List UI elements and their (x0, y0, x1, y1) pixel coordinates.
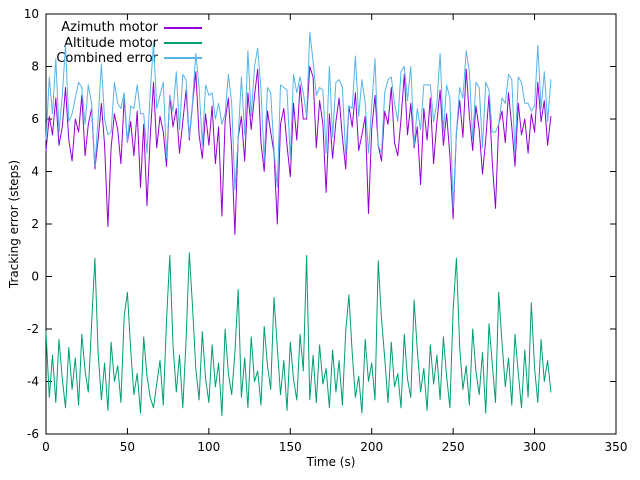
x-tick-label: 0 (42, 440, 50, 454)
y-tick-label: -6 (27, 427, 39, 441)
series-line-altitude-motor (45, 252, 552, 417)
x-tick-label: 250 (442, 440, 465, 454)
x-tick-label: 150 (279, 440, 302, 454)
legend-entry-combined-error: Combined error (50, 51, 202, 66)
legend-sample-line-azimuth-motor (164, 26, 202, 29)
legend-entry-altitude-motor: Altitude motor (50, 35, 202, 51)
y-tick-label: -4 (27, 375, 39, 389)
legend-entry-azimuth-motor: Azimuth motor (50, 20, 202, 35)
y-tick-label: 10 (24, 7, 39, 21)
y-tick-label: 6 (31, 112, 39, 126)
legend-label-altitude-motor: Altitude motor (64, 35, 158, 51)
x-tick-label: 50 (120, 440, 135, 454)
x-tick-label: 300 (523, 440, 546, 454)
x-axis-title: Time (s) (306, 455, 356, 469)
y-tick-label: 8 (31, 60, 39, 74)
legend: Azimuth motor Altitude motor Combined er… (50, 20, 202, 66)
series-line-combined-error (45, 31, 552, 209)
legend-label-azimuth-motor: Azimuth motor (61, 20, 158, 36)
x-tick-label: 100 (197, 440, 220, 454)
x-tick-label: 350 (605, 440, 628, 454)
legend-sample-line-altitude-motor (164, 42, 202, 45)
y-tick-label: -2 (27, 322, 39, 336)
x-tick-label: 200 (360, 440, 383, 454)
y-tick-label: 0 (31, 270, 39, 284)
y-tick-label: 4 (31, 165, 39, 179)
legend-sample-line-combined-error (164, 57, 202, 60)
legend-label-combined-error: Combined error (56, 50, 158, 66)
y-tick-label: 2 (31, 217, 39, 231)
series-line-azimuth-motor (45, 66, 552, 235)
